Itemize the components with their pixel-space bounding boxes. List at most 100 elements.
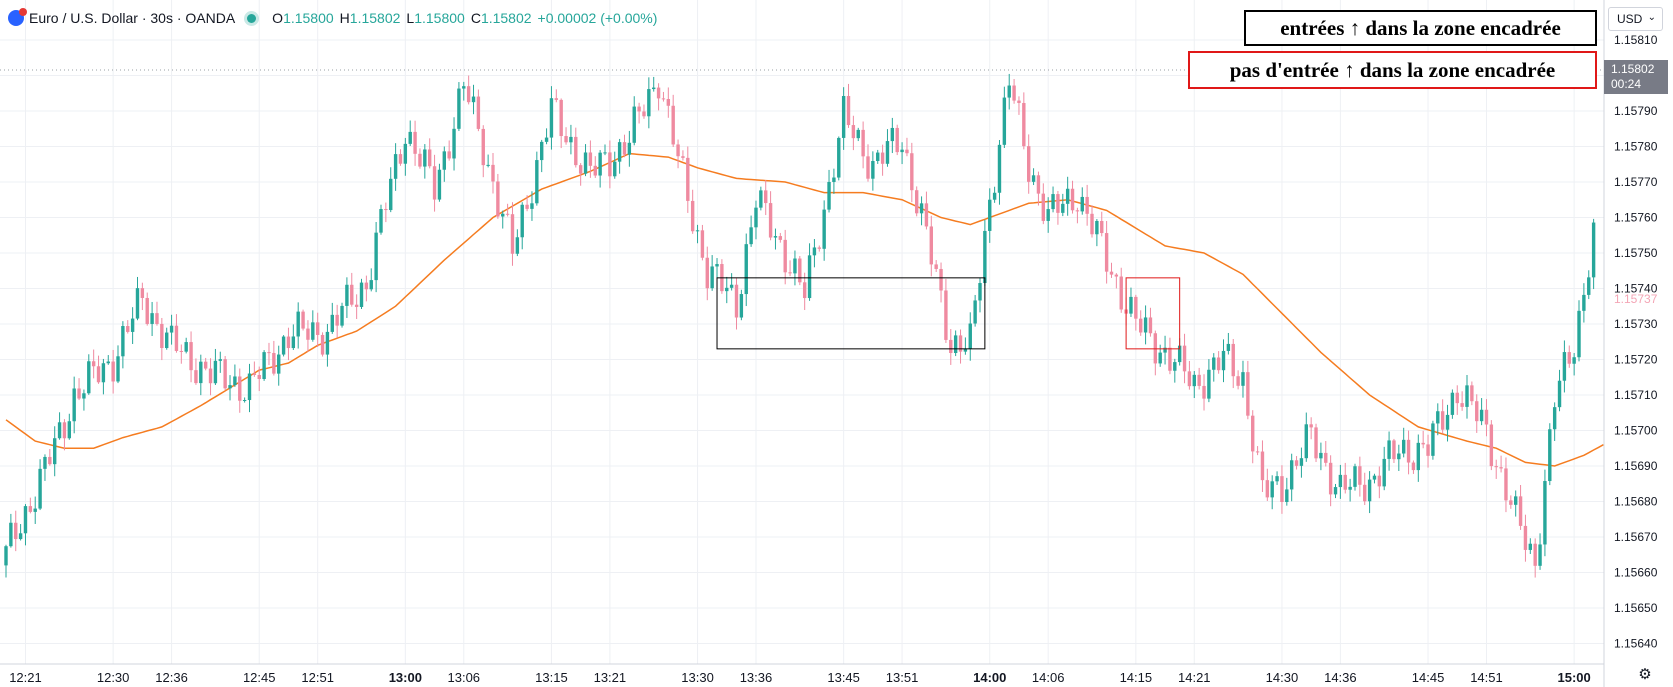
candle-body: [1246, 372, 1250, 416]
candle-body: [389, 178, 393, 211]
time-tick-label: 14:21: [1178, 670, 1211, 685]
time-tick-label: 12:51: [301, 670, 334, 685]
candle-body: [851, 125, 856, 139]
candle-body: [1494, 466, 1498, 468]
candle-body: [1431, 423, 1435, 456]
candle-body: [1163, 347, 1167, 353]
candle-body: [661, 98, 666, 100]
candle-body: [1012, 85, 1016, 101]
candle-body: [398, 154, 403, 164]
candle-body: [1017, 100, 1021, 103]
close-value: 1.15802: [480, 10, 532, 26]
price-tick-label: 1.15770: [1614, 175, 1658, 189]
candle-body: [1523, 525, 1528, 550]
candle-body: [359, 282, 364, 307]
candle-body: [1440, 411, 1445, 430]
candle-body: [1221, 350, 1226, 371]
candle-body: [1343, 474, 1347, 490]
candle-body: [452, 128, 456, 159]
candle-body: [1470, 385, 1474, 402]
candle-body: [9, 522, 13, 547]
candle-body: [1207, 369, 1211, 399]
candle-body: [320, 334, 325, 355]
price-tick-label: 1.15690: [1614, 459, 1658, 473]
candle-body: [681, 156, 685, 158]
candle-body: [1236, 376, 1240, 386]
candle-body: [1582, 294, 1586, 311]
candle-body: [101, 363, 106, 383]
candle-body: [1304, 424, 1308, 459]
candle-body: [286, 336, 291, 349]
symbol-title[interactable]: Euro / U.S. Dollar · 30s · OANDA: [29, 10, 236, 26]
high-value: 1.15802: [349, 10, 401, 26]
candle-body: [1426, 444, 1430, 456]
candle-body: [496, 181, 500, 217]
candle-body: [1455, 392, 1459, 404]
candle-body: [203, 361, 208, 369]
price-tick-label: 1.15740: [1614, 282, 1658, 296]
candle-body: [1387, 440, 1391, 459]
candle-body: [1353, 466, 1357, 487]
candle-body: [160, 323, 164, 349]
candle-body: [637, 106, 641, 112]
candle-body: [491, 164, 495, 182]
candle-body: [1299, 458, 1304, 466]
price-tick-label: 1.15650: [1614, 601, 1658, 615]
time-tick-label: 13:00: [389, 670, 422, 685]
candle-body: [822, 209, 826, 249]
candle-body: [1562, 352, 1567, 381]
candle-body: [481, 128, 485, 166]
candle-body: [793, 258, 797, 274]
candle-body: [1416, 442, 1420, 471]
candle-body: [301, 311, 305, 329]
candle-body: [866, 156, 870, 179]
candle-body: [442, 151, 446, 170]
price-tick-label: 1.15680: [1614, 495, 1658, 509]
candle-body: [588, 152, 593, 166]
candle-body: [315, 322, 320, 335]
currency-select[interactable]: USD ⌄: [1608, 7, 1663, 31]
time-tick-label: 12:45: [243, 670, 276, 685]
gear-icon[interactable]: ⚙: [1638, 666, 1652, 683]
candle-body: [169, 325, 174, 333]
candle-body: [277, 354, 281, 374]
candle-body: [1255, 451, 1260, 453]
time-axis[interactable]: 12:21 12:30 12:36 12:45 12:51 13:00 13:06 13:15…: [9, 670, 1591, 685]
candle-body: [710, 266, 714, 289]
candle-body: [1177, 345, 1182, 363]
candle-body: [968, 323, 972, 349]
candle-body: [1182, 345, 1187, 372]
candle-body: [817, 247, 821, 249]
candle-body: [827, 181, 831, 210]
high-label: H: [339, 10, 350, 26]
candle-body: [905, 149, 909, 154]
candle-body: [296, 311, 300, 337]
price-tick-label: 1.15810: [1614, 33, 1658, 47]
candle-body: [1270, 481, 1274, 498]
candle-body: [1484, 409, 1489, 425]
candle-body: [1348, 486, 1352, 490]
candle-body: [1134, 296, 1138, 319]
price-tick-label: 1.15780: [1614, 140, 1658, 154]
candle-body: [96, 366, 101, 383]
price-axis[interactable]: 1.158101.158001.157901.157801.157701.157…: [1614, 33, 1658, 651]
time-tick-label: 14:45: [1412, 670, 1445, 685]
candle-body: [1382, 458, 1386, 487]
candle-body: [1153, 333, 1158, 364]
candle-body: [1061, 203, 1065, 213]
candle-body: [130, 318, 135, 332]
time-tick-label: 12:21: [9, 670, 42, 685]
candle-body: [379, 209, 383, 233]
candle-body: [1314, 427, 1318, 459]
time-tick-label: 13:36: [740, 670, 773, 685]
candle-body: [1158, 352, 1162, 364]
candle-body: [525, 204, 529, 209]
candle-body: [116, 356, 120, 382]
candle-body: [1289, 460, 1294, 490]
last-price-value: 1.15802: [1611, 62, 1655, 76]
candle-body: [871, 160, 875, 179]
time-tick-label: 12:36: [155, 670, 188, 685]
candle-body: [364, 282, 369, 290]
candle-body: [393, 154, 398, 179]
